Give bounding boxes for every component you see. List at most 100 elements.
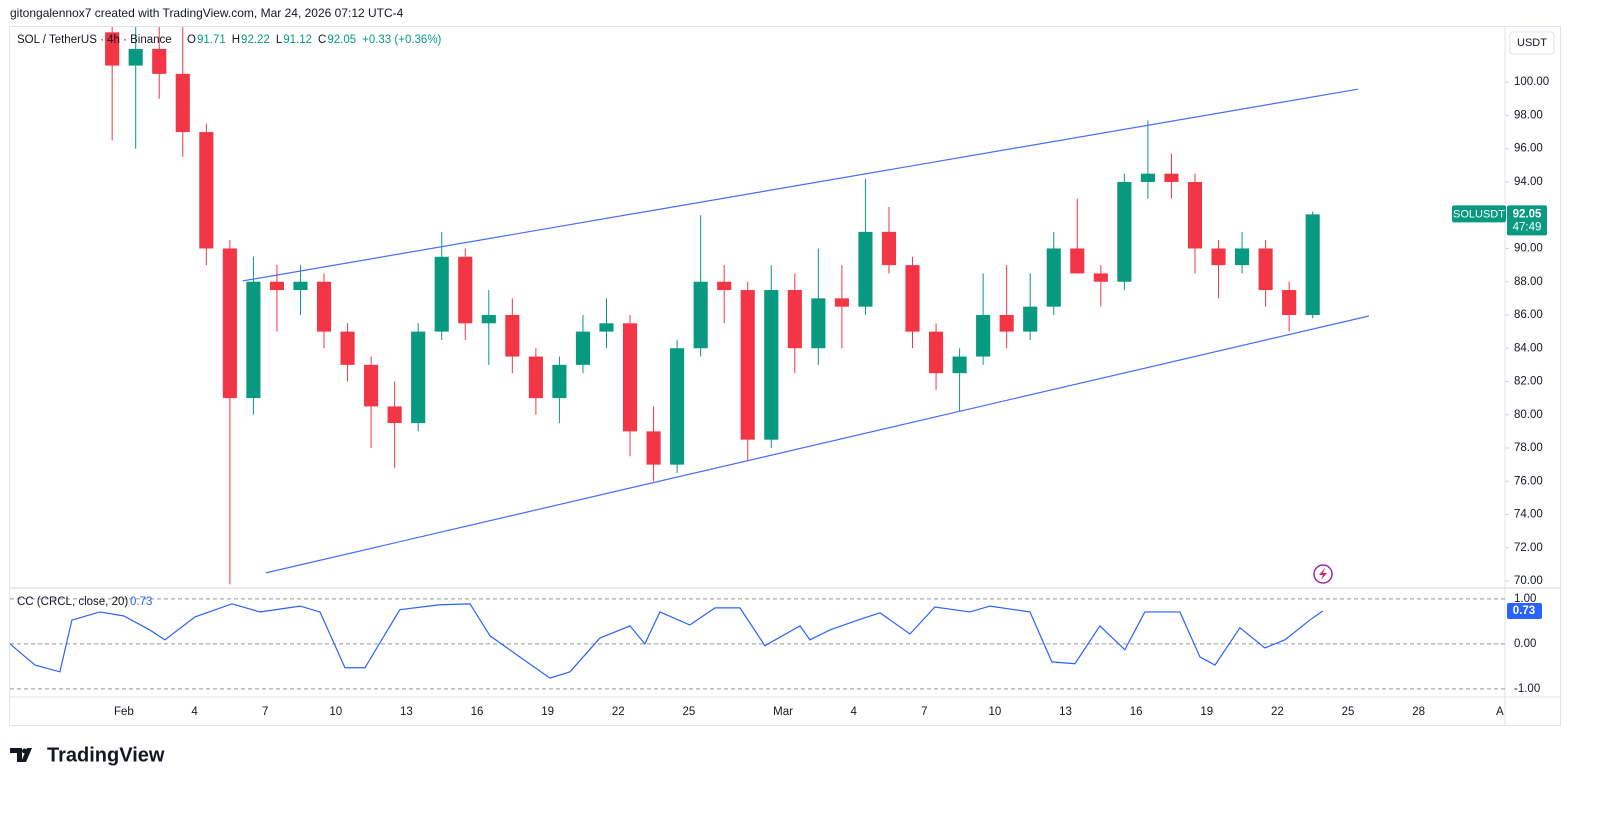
y-tick-label: 0.00 [1514,638,1536,650]
candle-body [952,356,967,374]
indicator-value-box [1507,603,1542,620]
candle-body [316,281,332,332]
trendline [242,88,1358,282]
y-tick-label: 70.00 [1514,575,1543,587]
ohlc-legend: O 91.71 H 92.22 L 91.12 C 92.05 +0.33 (+0.36%) [187,34,442,46]
ohlc-label: L [276,34,283,46]
candle-body [599,323,614,332]
candle-body [340,331,355,365]
candle-body [293,281,308,291]
brand: TradingView [47,744,165,766]
indicator-value-label: 0.73 [1513,605,1535,617]
symbol-box [1452,205,1506,223]
candle-body [1235,248,1250,266]
candle-body [222,248,237,399]
ohlc-label: O [187,34,196,46]
candle-body [764,290,779,440]
alert-icon[interactable] [1313,564,1333,584]
x-tick-label: 28 [1412,706,1425,718]
y-tick-label: 94.00 [1514,176,1543,188]
x-tick-label: 19 [541,706,554,718]
main-pane [105,27,1370,585]
candle-body [670,348,685,465]
axes: Feb 4 7 10 13 16 19 22 25 Mar 4 7 10 13 16 19 22 25 28 A 100… [114,76,1549,718]
symbol-title: SOL / TetherUS · 4h · Binance [17,34,172,46]
candle-body [505,314,520,357]
candle-body [717,281,732,291]
candle-body [1093,273,1108,282]
x-tick-label: 13 [400,706,413,718]
x-tick-label: 10 [988,706,1001,718]
candle-body [552,364,567,399]
candle-body [105,32,120,66]
ohlc-label: H [232,34,240,46]
candle-body [1282,290,1297,315]
candle-body [152,48,167,74]
candle-body [1140,173,1155,182]
x-tick-label: 4 [191,706,198,718]
candle-body [128,48,143,66]
candle-body [575,331,591,365]
candle-body [693,281,708,349]
candle-body [246,281,261,399]
symbol-label: SOLUSDT [1453,208,1505,220]
indicator-title: CC (CRCL, close, 20) [17,596,128,608]
ohlc-label: C [318,34,326,46]
candle-body [811,298,826,349]
candle-body [787,290,802,349]
y-tick-label: 1.00 [1514,593,1536,605]
x-tick-label: 22 [1271,706,1284,718]
candle-body [175,73,190,133]
indicator-pane [10,598,1505,690]
x-tick-label: Feb [114,706,134,718]
candle-body [1070,248,1085,274]
y-tick-label: 96.00 [1514,143,1543,155]
x-tick-label: 4 [850,706,857,718]
x-tick-label: 25 [682,706,695,718]
indicator-line [10,603,1324,679]
y-tick-label: 90.00 [1514,243,1543,255]
y-tick-label: 100.00 [1514,76,1549,88]
candle-body [622,323,638,432]
x-tick-label: 13 [1059,706,1072,718]
y-tick-label: 86.00 [1514,309,1543,321]
candle-body [1046,248,1061,307]
x-tick-label: 25 [1342,706,1355,718]
candle-body [481,314,496,324]
chart-frame [9,26,1561,726]
candle-body [269,281,285,291]
price-change: +0.33 (+0.36%) [362,34,441,46]
candle-body [1023,306,1038,332]
candle-body [199,132,214,249]
last-price-box [1507,205,1547,236]
candle-body [387,406,402,424]
x-tick-label: 7 [262,706,268,718]
candle-body [976,314,991,357]
tradingview-logo[interactable]: TradingView [10,744,165,766]
x-tick-label: Mar [773,706,793,718]
indicator-value: 0.73 [130,596,152,608]
y-tick-label: 80.00 [1514,409,1543,421]
attribution: gitongalennox7 created with TradingView.… [10,6,404,20]
candle-body [646,431,661,465]
candle-body [999,314,1014,332]
candle-body [1211,248,1226,266]
candle-body [858,231,873,307]
candle-body [411,331,426,424]
candle-body [834,298,849,307]
candle-body [905,265,920,332]
candle-body [1258,248,1273,291]
ohlc-value: 91.71 [197,34,226,46]
currency-box[interactable] [1509,31,1555,55]
y-tick-label: 84.00 [1514,342,1543,354]
x-tick-label: A [1496,706,1504,718]
ohlc-value: 92.22 [241,34,270,46]
candle-body [740,290,755,440]
candle-body [1117,181,1132,282]
x-tick-label: 16 [471,706,484,718]
candle-body [364,364,379,407]
candle-body [1305,214,1320,315]
y-tick-label: 76.00 [1514,475,1543,487]
x-tick-label: 7 [921,706,927,718]
y-tick-label: 72.00 [1514,542,1543,554]
